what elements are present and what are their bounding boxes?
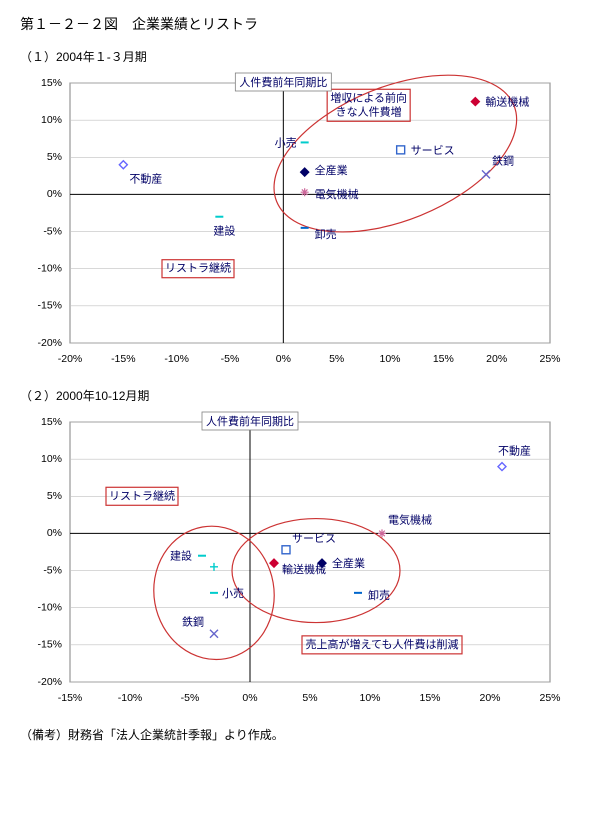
chart1-svg: -20% -15% -10% -5% 0% 5% 10% 15% -20% -15% -10% -5%…	[20, 71, 570, 371]
svg-text:-10%: -10%	[164, 353, 189, 365]
svg-text:15%: 15%	[433, 353, 454, 365]
svg-text:0%: 0%	[47, 527, 62, 539]
svg-text:20%: 20%	[486, 353, 507, 365]
svg-text:-5%: -5%	[221, 353, 240, 365]
svg-text:0%: 0%	[276, 353, 291, 365]
svg-text:-5%: -5%	[181, 692, 200, 704]
svg-text:0%: 0%	[242, 692, 257, 704]
chart2: -20% -15% -10% -5% 0% 5% 10% 15% -15% -10% -5% 0% 5%…	[20, 410, 570, 710]
chart1-subtitle: （１）2004年１-３月期	[20, 48, 570, 65]
svg-text:サービス: サービス	[292, 532, 336, 545]
svg-text:15%: 15%	[41, 416, 62, 428]
svg-text:10%: 10%	[359, 692, 380, 704]
page-title: 第１－２－２図 企業業績とリストラ	[20, 14, 570, 34]
svg-text:-10%: -10%	[118, 692, 143, 704]
svg-text:輸送機械: 輸送機械	[485, 95, 529, 109]
svg-text:全産業: 全産業	[332, 556, 365, 570]
svg-text:リストラ継続: リストラ継続	[165, 261, 231, 275]
svg-text:電気機械: 電気機械	[388, 512, 432, 526]
svg-text:15%: 15%	[41, 77, 62, 89]
footnote: （備考）財務省「法人企業統計季報」より作成。	[20, 726, 570, 743]
svg-text:10%: 10%	[41, 453, 62, 465]
svg-text:10%: 10%	[41, 114, 62, 126]
svg-text:-15%: -15%	[37, 300, 62, 312]
svg-text:-5%: -5%	[43, 225, 62, 237]
svg-text:きな人件費増: きな人件費増	[336, 104, 402, 118]
svg-text:0%: 0%	[47, 188, 62, 200]
chart1: -20% -15% -10% -5% 0% 5% 10% 15% -20% -15% -10% -5%…	[20, 71, 570, 371]
svg-text:25%: 25%	[539, 353, 560, 365]
svg-text:建設: 建設	[170, 549, 192, 563]
svg-text:増収による前向: 増収による前向	[330, 90, 407, 104]
svg-text:鉄鋼: 鉄鋼	[182, 615, 204, 629]
svg-text:不動産: 不動産	[498, 444, 531, 458]
svg-text:5%: 5%	[302, 692, 317, 704]
svg-text:-15%: -15%	[111, 353, 136, 365]
svg-text:10%: 10%	[379, 353, 400, 365]
svg-text:-15%: -15%	[58, 692, 83, 704]
svg-text:小売: 小売	[222, 587, 244, 600]
svg-text:25%: 25%	[539, 692, 560, 704]
svg-text:5%: 5%	[47, 151, 62, 163]
svg-text:5%: 5%	[329, 353, 344, 365]
svg-text:鉄鋼: 鉄鋼	[492, 153, 514, 167]
svg-text:20%: 20%	[479, 692, 500, 704]
svg-text:-20%: -20%	[37, 676, 62, 688]
svg-text:人件費前年同期比: 人件費前年同期比	[206, 414, 294, 428]
svg-text:人件費前年同期比: 人件費前年同期比	[239, 75, 327, 89]
svg-text:電気機械: 電気機械	[315, 187, 359, 201]
svg-text:-10%: -10%	[37, 601, 62, 613]
svg-text:全産業: 全産業	[315, 163, 348, 177]
svg-text:小売: 小売	[275, 136, 297, 149]
chart2-subtitle: （２）2000年10-12月期	[20, 387, 570, 404]
svg-text:-10%: -10%	[37, 262, 62, 274]
svg-text:リストラ継続: リストラ継続	[109, 488, 175, 502]
svg-text:15%: 15%	[419, 692, 440, 704]
svg-text:建設: 建設	[213, 224, 235, 238]
svg-text:5%: 5%	[47, 490, 62, 502]
chart2-svg: -20% -15% -10% -5% 0% 5% 10% 15% -15% -10% -5% 0% 5%…	[20, 410, 570, 710]
svg-text:-20%: -20%	[58, 353, 83, 365]
svg-text:サービス: サービス	[411, 144, 455, 157]
svg-text:売上高が増えても人件費は削減: 売上高が増えても人件費は削減	[306, 637, 459, 651]
svg-text:卸売: 卸売	[315, 227, 337, 241]
svg-text:-15%: -15%	[37, 639, 62, 651]
svg-text:卸売: 卸売	[368, 588, 390, 602]
svg-text:不動産: 不動産	[129, 172, 162, 186]
svg-text:-20%: -20%	[37, 337, 62, 349]
svg-text:-5%: -5%	[43, 564, 62, 576]
